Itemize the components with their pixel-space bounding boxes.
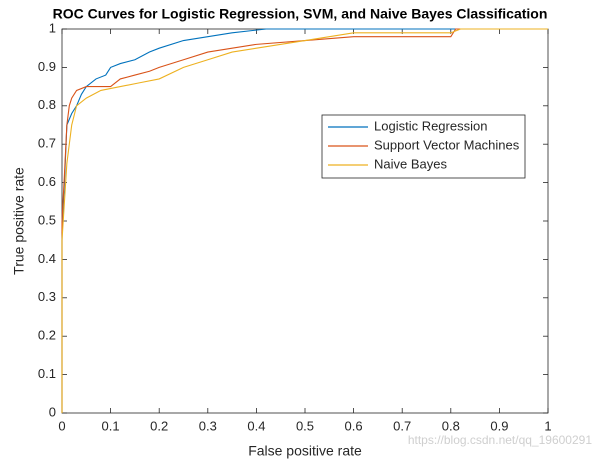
x-tick-label: 0	[58, 418, 65, 433]
roc-line	[61, 28, 548, 413]
plot-area	[61, 28, 549, 414]
legend-label: Naive Bayes	[374, 156, 447, 171]
y-tick-label: 0.6	[38, 174, 56, 189]
x-tick-label: 0.5	[296, 418, 314, 433]
y-axis-label: True positive rate	[11, 167, 27, 275]
x-tick-label: 0.7	[393, 418, 411, 433]
x-tick-label: 0.2	[150, 418, 168, 433]
y-tick-label: 0.2	[38, 328, 56, 343]
x-tick-label: 0.6	[345, 418, 363, 433]
y-tick-label: 0.9	[38, 59, 56, 74]
y-tick-label: 0.5	[38, 212, 56, 227]
roc-line	[61, 28, 548, 413]
x-tick-label: 0.4	[247, 418, 265, 433]
y-tick-label: 0.1	[38, 366, 56, 381]
x-tick-label: 1	[544, 418, 551, 433]
x-tick-label: 0.3	[199, 418, 217, 433]
y-tick-label: 0.8	[38, 97, 56, 112]
y-tick-label: 0.3	[38, 289, 56, 304]
x-tick-label: 0.8	[442, 418, 460, 433]
x-tick-label: 0.1	[102, 418, 120, 433]
chart-title: ROC Curves for Logistic Regression, SVM,…	[53, 6, 548, 22]
watermark: https://blog.csdn.net/qq_19600291	[408, 433, 592, 447]
y-tick-label: 0	[49, 404, 56, 419]
roc-line	[61, 28, 548, 413]
y-tick-label: 0.4	[38, 251, 56, 266]
y-tick-label: 0.7	[38, 136, 56, 151]
x-axis-label: False positive rate	[248, 443, 362, 459]
x-tick-label: 0.9	[490, 418, 508, 433]
legend-label: Logistic Regression	[374, 118, 487, 133]
y-tick-label: 1	[49, 20, 56, 35]
legend-label: Support Vector Machines	[374, 137, 520, 152]
